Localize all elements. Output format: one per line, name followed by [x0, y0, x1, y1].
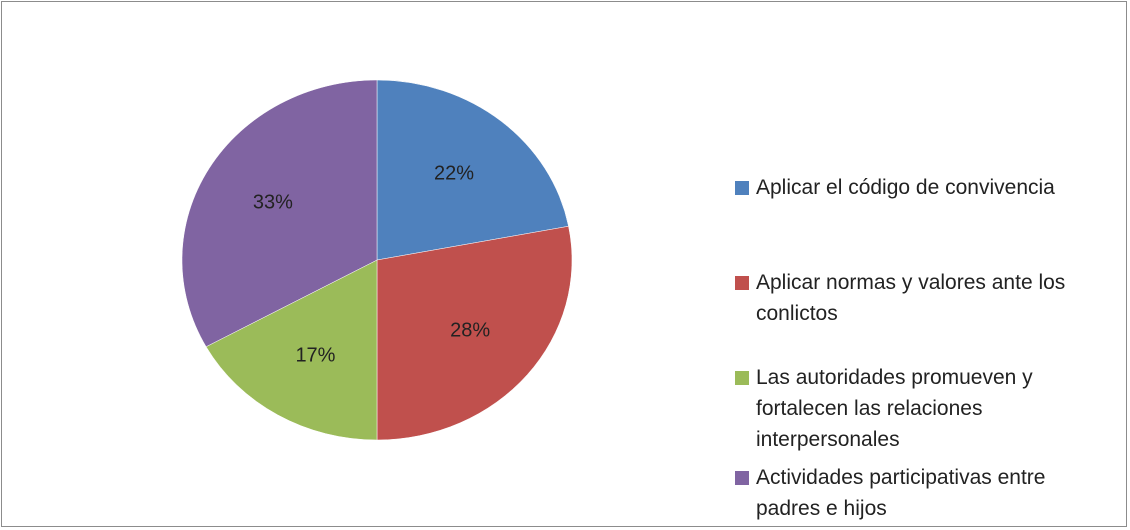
pie-slice — [376, 225, 573, 441]
legend-swatch — [735, 471, 749, 485]
legend-item: Aplicar normas y valores ante los conlic… — [735, 267, 1105, 329]
legend-item: Actividades participativas entre padres … — [735, 462, 1105, 524]
pie-slice — [376, 79, 569, 261]
data-label: 22% — [434, 162, 474, 184]
data-label: 17% — [295, 344, 335, 366]
legend-swatch — [735, 181, 749, 195]
legend-item: Aplicar el código de convivencia — [735, 172, 1105, 203]
legend-swatch — [735, 371, 749, 385]
legend-label: Aplicar el código de convivencia — [756, 176, 1055, 199]
data-label: 28% — [450, 319, 490, 341]
pie-slice — [205, 259, 378, 441]
pie-slice — [181, 79, 378, 348]
legend-swatch — [735, 276, 749, 290]
legend-item: Las autoridades promueven y fortalecen l… — [735, 362, 1105, 455]
legend-label: Aplicar normas y valores ante los conlic… — [756, 271, 1066, 325]
legend-label: Las autoridades promueven y fortalecen l… — [756, 366, 1033, 451]
legend-label: Actividades participativas entre padres … — [756, 466, 1046, 520]
data-label: 33% — [253, 191, 293, 213]
